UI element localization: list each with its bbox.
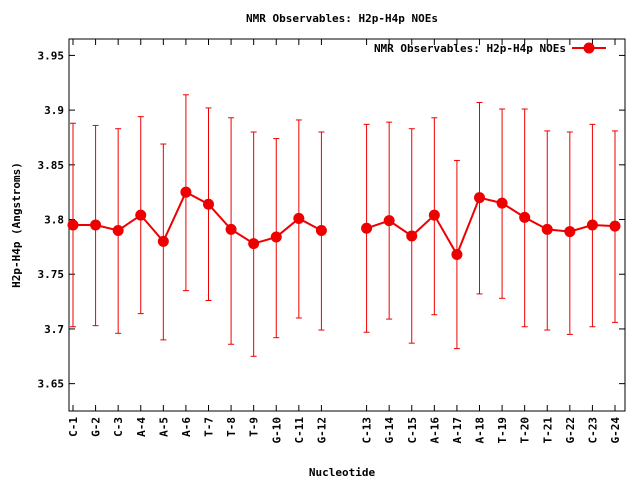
series-layer [67, 94, 621, 357]
data-point [496, 197, 508, 209]
data-point [248, 238, 260, 250]
data-point [293, 212, 305, 224]
data-point [225, 223, 237, 235]
x-tick-label: T-9 [248, 417, 261, 437]
plot-frame [68, 38, 626, 412]
data-point [203, 198, 214, 210]
data-point [157, 235, 169, 247]
series-line [73, 190, 322, 245]
x-tick-label: A-4 [135, 417, 148, 437]
data-point [361, 222, 373, 234]
legend: NMR Observables: H2p-H4p NOEs [374, 42, 606, 55]
y-tick-label: 3.95 [38, 49, 65, 62]
data-point [383, 215, 395, 227]
x-tick-label: T-20 [519, 417, 532, 444]
y-tick-label: 3.85 [38, 159, 65, 172]
data-point [609, 220, 621, 232]
series-line [366, 196, 616, 257]
data-point [135, 209, 147, 221]
data-point [564, 226, 576, 238]
x-tick-label: G-24 [609, 417, 622, 444]
x-tick-label: A-17 [451, 417, 464, 444]
y-tick-label: 3.8 [44, 214, 64, 227]
data-point [541, 223, 553, 235]
x-tick-label: C-23 [586, 417, 599, 444]
data-point [519, 211, 531, 223]
x-tick-label: C-13 [361, 417, 374, 444]
y-tick-label: 3.9 [44, 104, 64, 117]
x-axis: C-1 G-2 C-3 A-4 A-5 A-6 T-7 T-8 T-9 G-10 C-11 G-12 C… [67, 39, 622, 444]
legend-marker [583, 42, 595, 54]
x-tick-label: T-8 [225, 417, 238, 437]
data-point [112, 224, 124, 236]
x-tick-label: A-5 [157, 417, 170, 437]
x-tick-label: G-2 [90, 417, 103, 437]
y-tick-label: 3.7 [44, 323, 64, 336]
x-tick-label: A-16 [428, 417, 441, 444]
data-point [474, 192, 485, 204]
x-tick-label: A-18 [474, 417, 487, 444]
y-tick-label: 3.65 [38, 378, 65, 391]
x-tick-label: G-12 [315, 417, 328, 444]
chart-title: NMR Observables: H2p-H4p NOEs [246, 12, 438, 25]
data-point [90, 219, 102, 231]
y-tick-label: 3.75 [38, 268, 65, 281]
data-point [451, 249, 463, 261]
x-tick-label: C-11 [293, 417, 306, 444]
x-tick-label: T-19 [496, 417, 509, 444]
data-point [428, 209, 440, 221]
data-point [67, 219, 79, 231]
data-point [315, 224, 327, 236]
x-tick-label: G-14 [383, 417, 396, 444]
x-tick-label: C-15 [406, 417, 419, 444]
x-tick-label: T-7 [203, 417, 216, 437]
x-tick-label: G-10 [270, 417, 283, 444]
x-tick-label: T-21 [541, 417, 554, 444]
legend-label: NMR Observables: H2p-H4p NOEs [374, 42, 566, 55]
x-tick-label: C-3 [112, 417, 125, 437]
x-tick-label: G-22 [564, 417, 577, 444]
data-point [270, 231, 282, 243]
x-axis-label: Nucleotide [309, 466, 376, 479]
y-axis: 3.65 3.7 3.75 3.8 3.85 3.9 3.95 [38, 49, 625, 391]
x-tick-label: A-6 [180, 417, 193, 437]
data-point [586, 219, 598, 231]
x-tick-label: C-1 [67, 417, 80, 437]
data-point [180, 186, 192, 198]
data-point [406, 230, 418, 242]
y-axis-label: H2p-H4p (Angstroms) [10, 162, 23, 288]
